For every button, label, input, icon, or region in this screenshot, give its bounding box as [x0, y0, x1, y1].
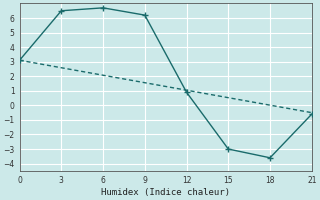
- X-axis label: Humidex (Indice chaleur): Humidex (Indice chaleur): [101, 188, 230, 197]
